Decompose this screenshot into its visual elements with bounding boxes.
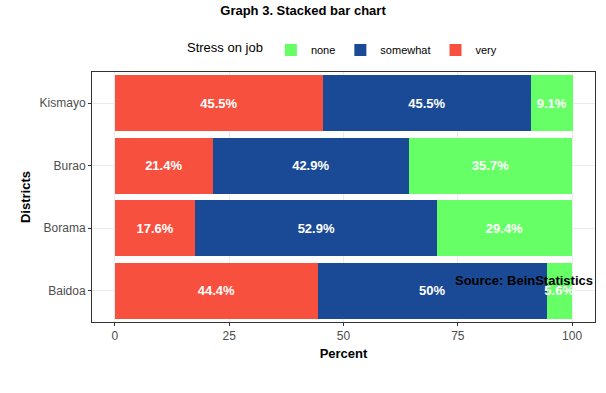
svg-text:0: 0 (112, 329, 119, 343)
svg-text:very: very (476, 44, 497, 56)
svg-text:45.5%: 45.5% (408, 96, 445, 111)
svg-text:Stress on job: Stress on job (187, 40, 263, 55)
svg-text:5.6%: 5.6% (544, 283, 574, 298)
svg-text:9.1%: 9.1% (537, 96, 567, 111)
svg-text:Baidoa: Baidoa (48, 284, 86, 298)
svg-text:44.4%: 44.4% (198, 283, 235, 298)
svg-text:75: 75 (451, 329, 465, 343)
svg-text:50: 50 (337, 329, 351, 343)
svg-text:45.5%: 45.5% (200, 96, 237, 111)
svg-text:Kismayo: Kismayo (40, 96, 86, 110)
svg-text:35.7%: 35.7% (472, 158, 509, 173)
svg-text:Burao: Burao (54, 159, 86, 173)
svg-text:17.6%: 17.6% (136, 221, 173, 236)
svg-text:Source: BeinStatistics: Source: BeinStatistics (455, 273, 593, 288)
svg-text:21.4%: 21.4% (145, 158, 182, 173)
svg-text:Borama: Borama (44, 221, 86, 235)
svg-text:42.9%: 42.9% (292, 158, 329, 173)
svg-text:Graph 3. Stacked bar chart: Graph 3. Stacked bar chart (220, 3, 386, 18)
svg-text:52.9%: 52.9% (298, 221, 335, 236)
svg-text:Percent: Percent (320, 346, 368, 361)
svg-text:29.4%: 29.4% (486, 221, 523, 236)
svg-text:Districts: Districts (18, 171, 33, 223)
svg-text:somewhat: somewhat (380, 44, 430, 56)
svg-text:100: 100 (562, 329, 582, 343)
svg-text:none: none (311, 44, 335, 56)
svg-text:50%: 50% (419, 283, 445, 298)
svg-text:25: 25 (223, 329, 237, 343)
